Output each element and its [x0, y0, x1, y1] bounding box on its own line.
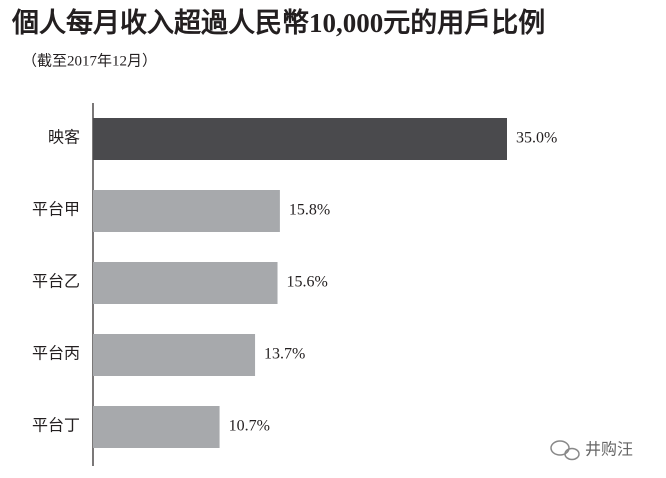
category-label: 平台丙 [32, 345, 80, 363]
category-label: 平台甲 [32, 201, 80, 219]
bar [93, 334, 256, 376]
bar [93, 262, 278, 304]
bar [93, 406, 220, 448]
value-label: 13.7% [264, 346, 305, 363]
watermark-icon [550, 440, 570, 456]
value-label: 10.7% [229, 418, 270, 435]
bar [93, 190, 280, 232]
watermark-icon [564, 447, 580, 461]
category-label: 映客 [48, 129, 80, 147]
bar [93, 118, 507, 160]
watermark-text: 井购汪 [585, 440, 633, 459]
watermark: 井购汪 [550, 440, 633, 461]
value-label: 15.8% [289, 202, 330, 219]
value-label: 35.0% [516, 130, 557, 147]
category-label: 平台乙 [32, 273, 80, 291]
chart-subtitle: （截至2017年12月） [22, 52, 157, 69]
chart-title: 個人每月收入超過人民幣10,000元的用戶比例 [11, 7, 545, 38]
category-label: 平台丁 [32, 417, 80, 435]
value-label: 15.6% [287, 274, 328, 291]
